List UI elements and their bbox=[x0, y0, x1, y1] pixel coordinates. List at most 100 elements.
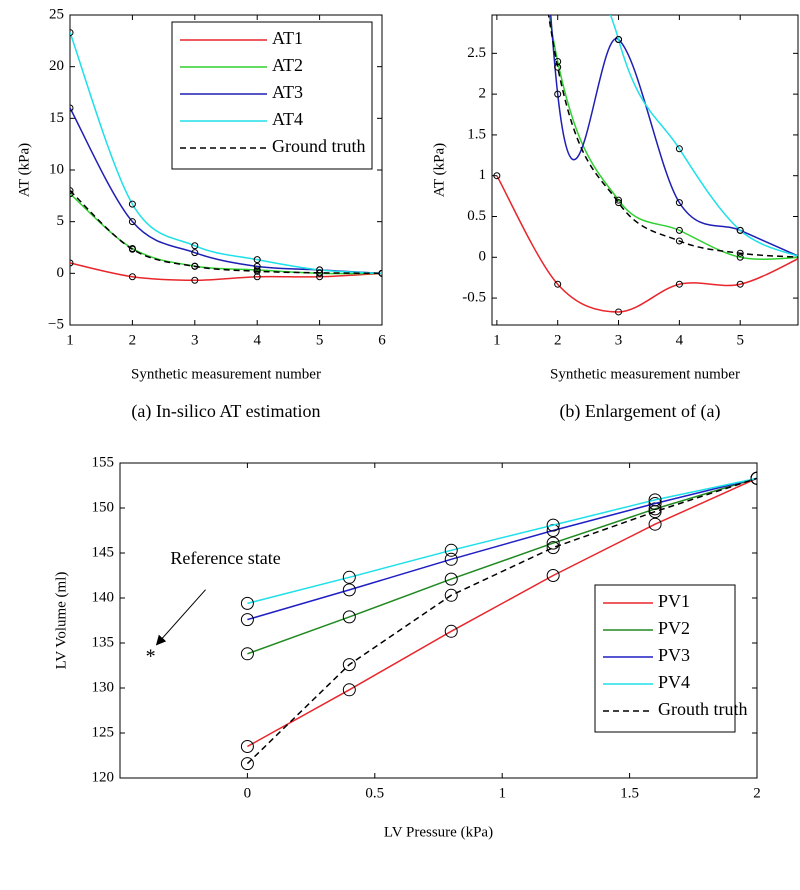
y-axis-label: LV Volume (ml) bbox=[53, 572, 69, 670]
series-line bbox=[246, 477, 757, 765]
x-tick-label: 1.5 bbox=[620, 785, 639, 801]
series-line bbox=[247, 477, 757, 621]
y-tick-label: 10 bbox=[49, 161, 64, 177]
y-tick-label: 130 bbox=[92, 679, 115, 695]
data-point bbox=[342, 683, 356, 697]
data-point bbox=[615, 199, 623, 207]
y-tick-label: 140 bbox=[92, 589, 115, 605]
data-point bbox=[253, 273, 261, 281]
data-point bbox=[554, 63, 562, 71]
x-tick-label: 5 bbox=[736, 332, 744, 348]
data-point bbox=[554, 90, 562, 98]
data-point bbox=[675, 237, 683, 245]
data-point bbox=[546, 518, 560, 532]
data-point bbox=[70, 259, 74, 267]
y-axis-label: AT (kPa) bbox=[431, 143, 447, 197]
series-line bbox=[247, 477, 757, 748]
series-line bbox=[70, 262, 382, 282]
caption: c) PV curves (PV1-4) of the in-silico pu… bbox=[129, 888, 670, 890]
x-axis-label: Synthetic measurement number bbox=[550, 366, 740, 382]
plot-area bbox=[493, 15, 798, 316]
data-point bbox=[615, 35, 623, 43]
data-point bbox=[191, 276, 199, 284]
series-line bbox=[549, 15, 798, 257]
y-tick-label: 155 bbox=[92, 454, 115, 470]
y-tick-label: 20 bbox=[49, 58, 64, 74]
y-tick-label: 2.5 bbox=[467, 45, 486, 61]
data-point bbox=[342, 610, 356, 624]
series-line bbox=[247, 477, 757, 655]
x-tick-label: 1 bbox=[66, 332, 74, 348]
y-tick-label: 1 bbox=[479, 167, 487, 183]
legend-label: AT2 bbox=[272, 55, 303, 75]
series-line bbox=[609, 15, 798, 257]
data-point bbox=[240, 740, 254, 753]
y-tick-label: 125 bbox=[92, 724, 115, 740]
annotation-text: Reference state bbox=[170, 548, 280, 568]
data-point bbox=[675, 280, 683, 288]
x-tick-label: 3 bbox=[615, 332, 623, 348]
caption: (a) In-silico AT estimation bbox=[131, 401, 320, 422]
plot-frame bbox=[119, 462, 758, 779]
series-line bbox=[70, 190, 382, 275]
x-tick-label: 4 bbox=[253, 332, 261, 348]
data-point bbox=[736, 249, 744, 257]
data-point bbox=[128, 273, 136, 281]
y-tick-label: 0.5 bbox=[467, 208, 486, 224]
data-point bbox=[128, 200, 136, 208]
data-point bbox=[253, 267, 261, 275]
data-point bbox=[253, 262, 261, 270]
x-axis-label: LV Pressure (kPa) bbox=[384, 824, 493, 840]
data-point bbox=[128, 218, 136, 226]
data-point bbox=[191, 242, 199, 250]
x-tick-label: 0 bbox=[244, 785, 252, 801]
data-point bbox=[444, 588, 458, 602]
x-tick-label: 0.5 bbox=[365, 785, 384, 801]
data-point bbox=[546, 569, 560, 582]
y-tick-label: 0 bbox=[57, 265, 65, 281]
x-tick-label: 1 bbox=[498, 785, 506, 801]
reference-marker: * bbox=[146, 645, 156, 667]
data-point bbox=[736, 253, 744, 261]
data-point bbox=[444, 572, 458, 586]
x-axis-label: Synthetic measurement number bbox=[131, 366, 321, 382]
data-point bbox=[493, 172, 501, 180]
legend-box bbox=[594, 584, 736, 733]
series-line bbox=[247, 477, 757, 605]
y-tick-label: 0 bbox=[479, 249, 487, 265]
y-tick-label: 120 bbox=[92, 769, 115, 785]
data-point bbox=[736, 226, 744, 234]
data-point bbox=[70, 29, 74, 37]
y-tick-label: 1.5 bbox=[467, 126, 486, 142]
data-point bbox=[240, 596, 254, 610]
data-point bbox=[253, 256, 261, 264]
x-tick-label: 2 bbox=[554, 332, 562, 348]
y-axis-label: AT (kPa) bbox=[16, 143, 32, 197]
data-point bbox=[750, 471, 757, 485]
legend-label: PV4 bbox=[658, 672, 690, 692]
data-point bbox=[342, 658, 356, 672]
data-point bbox=[615, 196, 623, 204]
data-point bbox=[648, 517, 662, 531]
legend-label: Ground truth bbox=[272, 136, 366, 156]
data-point bbox=[316, 269, 324, 277]
data-point bbox=[378, 269, 382, 277]
data-point bbox=[736, 280, 744, 288]
series-line bbox=[547, 15, 798, 258]
annotation-arrow bbox=[155, 589, 206, 646]
legend-label: Grouth truth bbox=[658, 699, 748, 719]
y-tick-label: 135 bbox=[92, 634, 115, 650]
x-tick-label: 2 bbox=[129, 332, 137, 348]
y-tick-label: 15 bbox=[49, 110, 64, 126]
data-point bbox=[675, 199, 683, 207]
data-point bbox=[316, 266, 324, 274]
data-point bbox=[675, 145, 683, 153]
data-point bbox=[444, 624, 458, 638]
data-point bbox=[554, 280, 562, 288]
data-point bbox=[615, 308, 623, 316]
y-tick-label: -0.5 bbox=[462, 290, 486, 306]
data-point bbox=[546, 536, 560, 550]
x-tick-label: 5 bbox=[316, 332, 324, 348]
legend-box bbox=[171, 21, 373, 170]
data-point bbox=[648, 505, 662, 519]
